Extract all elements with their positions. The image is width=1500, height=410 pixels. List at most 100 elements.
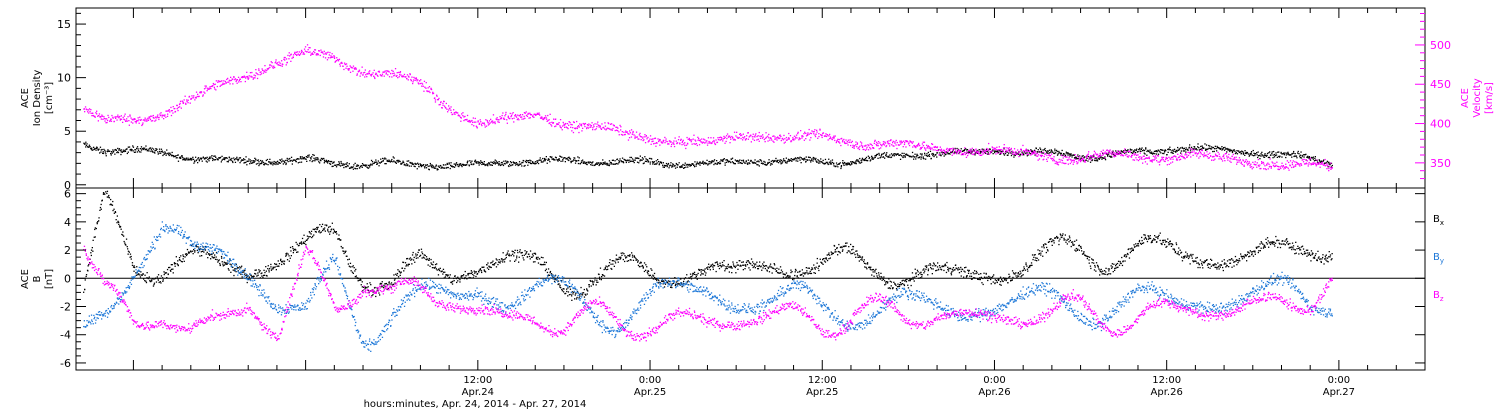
- density-point: [506, 162, 508, 164]
- density-point: [86, 143, 88, 145]
- bx-point: [226, 263, 228, 265]
- density-point: [289, 157, 291, 160]
- density-point: [811, 158, 813, 160]
- velocity-point: [1065, 156, 1067, 158]
- velocity-point: [851, 140, 853, 142]
- velocity-point: [192, 96, 194, 99]
- velocity-point: [681, 141, 683, 144]
- velocity-point: [1146, 163, 1148, 165]
- velocity-point: [855, 144, 857, 146]
- bx-point: [382, 286, 384, 288]
- velocity-point: [1293, 166, 1295, 168]
- density-point: [570, 160, 572, 163]
- density-point: [395, 162, 397, 164]
- velocity-point: [563, 124, 565, 127]
- density-point: [166, 149, 168, 151]
- density-point: [539, 157, 541, 159]
- density-point: [804, 158, 806, 161]
- velocity-point: [1096, 153, 1099, 155]
- velocity-point: [586, 127, 588, 130]
- density-point: [903, 155, 905, 157]
- bx-point: [289, 257, 291, 259]
- velocity-point: [841, 141, 844, 143]
- velocity-tick-label: 350: [1430, 157, 1451, 170]
- velocity-point: [928, 146, 930, 148]
- bx-point: [102, 193, 105, 195]
- density-point: [1181, 147, 1184, 149]
- velocity-point: [592, 124, 595, 126]
- bx-point: [182, 254, 184, 256]
- density-point: [649, 163, 651, 165]
- density-point: [1197, 143, 1199, 145]
- density-point: [848, 163, 850, 165]
- velocity-point: [1282, 165, 1284, 167]
- velocity-point: [126, 118, 128, 120]
- velocity-point: [1069, 162, 1071, 165]
- density-point: [787, 160, 789, 162]
- velocity-point: [566, 127, 568, 129]
- velocity-point: [592, 129, 594, 131]
- velocity-point: [502, 118, 505, 120]
- velocity-point: [366, 76, 368, 78]
- velocity-point: [533, 113, 535, 115]
- density-point: [112, 150, 115, 152]
- density-point: [569, 157, 571, 159]
- velocity-point: [920, 147, 922, 149]
- velocity-point: [219, 85, 221, 87]
- velocity-point: [638, 134, 640, 136]
- velocity-point: [870, 148, 872, 150]
- velocity-point: [1283, 168, 1285, 170]
- velocity-point: [557, 123, 559, 126]
- density-point: [740, 162, 743, 164]
- velocity-point: [342, 65, 344, 67]
- density-point: [1157, 149, 1159, 151]
- bx-point: [102, 192, 105, 194]
- velocity-point: [102, 115, 104, 117]
- velocity-point: [137, 120, 139, 122]
- velocity-point: [618, 131, 620, 133]
- density-point: [120, 153, 122, 156]
- density-point: [849, 164, 852, 166]
- density-point: [356, 168, 358, 170]
- velocity-point: [1232, 158, 1234, 160]
- density-point: [166, 153, 168, 155]
- velocity-point: [274, 66, 276, 69]
- velocity-point: [1141, 158, 1143, 160]
- density-point: [1180, 152, 1182, 154]
- density-point: [346, 162, 348, 164]
- velocity-point: [853, 147, 855, 149]
- density-point: [350, 166, 353, 168]
- density-point: [128, 146, 131, 148]
- velocity-point: [1186, 156, 1188, 158]
- density-point: [901, 152, 903, 154]
- velocity-point: [688, 137, 690, 140]
- velocity-point: [1266, 164, 1268, 166]
- velocity-point: [226, 78, 228, 81]
- velocity-point: [316, 53, 318, 55]
- density-point: [766, 164, 768, 166]
- velocity-point: [394, 68, 397, 70]
- velocity-point: [818, 135, 820, 138]
- velocity-point: [735, 135, 737, 137]
- velocity-point: [1191, 151, 1193, 153]
- density-point: [915, 156, 917, 158]
- velocity-point: [508, 117, 510, 119]
- density-point: [1050, 149, 1052, 151]
- density-point: [864, 158, 867, 160]
- density-point: [433, 167, 435, 169]
- density-point: [671, 166, 673, 168]
- density-point: [272, 164, 274, 166]
- bx-point: [366, 283, 368, 285]
- density-point: [1173, 148, 1176, 150]
- density-point: [1250, 152, 1252, 154]
- density-point: [1266, 154, 1268, 156]
- velocity-point: [838, 141, 840, 143]
- velocity-point: [806, 133, 809, 136]
- velocity-point: [264, 65, 266, 67]
- density-point: [668, 167, 670, 169]
- density-point: [294, 159, 296, 161]
- velocity-point: [788, 132, 790, 135]
- velocity-point: [269, 64, 272, 66]
- velocity-point: [333, 55, 335, 57]
- density-point: [723, 158, 725, 160]
